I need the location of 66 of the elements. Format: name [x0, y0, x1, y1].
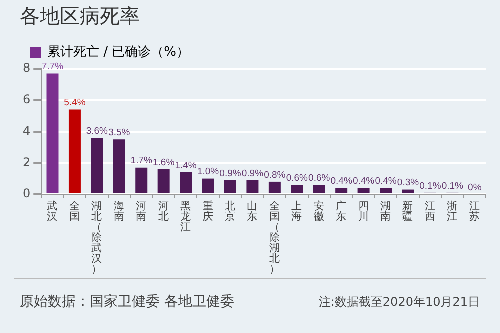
data-label: 7.7%	[42, 62, 64, 73]
x-tick-label: 湖北（除武汉）	[92, 200, 103, 276]
x-tick-label: 广东	[336, 199, 348, 223]
text: 注:数据截至2020年10月21日	[318, 294, 480, 311]
data-label: 0.6%	[308, 172, 331, 184]
bar	[358, 188, 370, 194]
data-label: 0.1%	[442, 180, 464, 192]
bar	[246, 180, 259, 194]
x-tick-label: 河南	[136, 200, 148, 223]
chart-title: 各地区病死率	[20, 4, 140, 28]
data-label: 1.7%	[130, 156, 153, 167]
bar	[380, 188, 392, 194]
bar	[313, 185, 326, 194]
bar	[202, 178, 214, 194]
bar	[268, 182, 281, 194]
y-tick-label: 6	[22, 92, 31, 106]
bar	[336, 188, 348, 194]
text: 原始数据：国家卫健委 各地卫健委	[20, 293, 234, 311]
bar	[68, 110, 81, 194]
bar	[46, 74, 59, 194]
x-tick-label: 浙江	[447, 199, 458, 223]
data-label: 0.9%	[242, 168, 264, 180]
bar	[136, 168, 148, 194]
data-label: 0.4%	[375, 176, 398, 188]
data-label: 0.4%	[352, 176, 376, 188]
x-tick-label: 江苏	[469, 200, 480, 223]
bar	[180, 172, 192, 194]
bar	[291, 185, 304, 194]
legend-label: 累计死亡 / 已确诊（%）	[48, 44, 190, 60]
x-tick-label: 北京	[224, 199, 236, 223]
data-label: 3.6%	[86, 126, 109, 137]
x-tick-label: 上海	[292, 199, 303, 223]
x-tick-label: 山东	[247, 199, 258, 223]
x-tick-label: 四川	[358, 200, 370, 223]
bar	[224, 180, 236, 194]
y-tick-label: 0	[22, 186, 31, 201]
data-label: 1.4%	[175, 160, 198, 172]
x-tick-label: 全国	[69, 200, 80, 223]
data-label: 0.8%	[264, 170, 286, 181]
data-label: 1.6%	[153, 157, 176, 168]
data-label: 0.4%	[330, 176, 353, 188]
y-tick-label: 2	[22, 155, 31, 170]
x-tick-label: 河北	[158, 200, 170, 223]
x-tick-label: 全国（除湖北）	[269, 200, 280, 276]
y-tick-label: 8	[22, 61, 31, 76]
data-label: 3.5%	[108, 127, 131, 138]
data-label: 0.3%	[397, 178, 420, 189]
data-label: 0.1%	[420, 180, 442, 192]
x-tick-label: 重庆	[202, 199, 214, 223]
x-tick-label: 武汉	[47, 199, 58, 223]
x-tick-label: 湖南	[380, 200, 392, 223]
data-label: 0%	[468, 182, 482, 194]
x-tick-label: 黑龙江	[180, 200, 192, 234]
data-label: 5.4%	[64, 98, 86, 109]
x-tick-label: 江西	[424, 200, 436, 223]
x-tick-label: 新疆	[402, 199, 414, 223]
bar	[158, 169, 170, 194]
x-tick-label: 安徽	[314, 199, 325, 223]
data-label: 0.9%	[220, 168, 242, 180]
bar	[113, 140, 126, 194]
bar	[402, 190, 414, 194]
y-tick-label: 4	[22, 124, 31, 138]
data-label: 1.0%	[197, 166, 220, 178]
data-label: 0.6%	[286, 172, 309, 184]
x-tick-label: 海南	[114, 200, 125, 223]
bar	[91, 138, 104, 194]
